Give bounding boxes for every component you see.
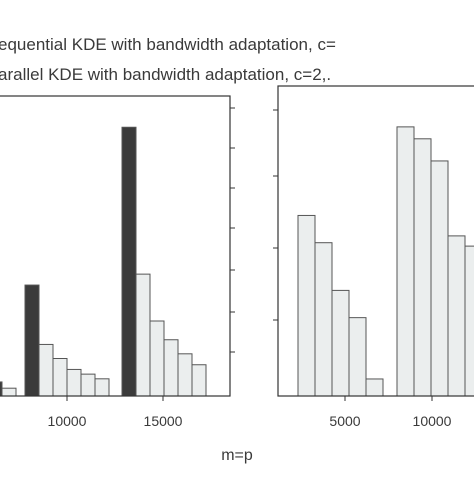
bar-parallel-p0-g1-b3 [66, 368, 82, 397]
bar-parallel-p0-g2-b1 [135, 273, 151, 397]
bar-parallel-p0-g1-b2 [52, 358, 68, 397]
panel-frame [277, 85, 474, 397]
bar-parallel-p1-g1-b1 [413, 138, 432, 397]
bar-parallel-p0-g2-b4 [177, 353, 193, 397]
bar-parallel-p0-g2-b3 [163, 339, 179, 397]
bar-parallel-p0-g1-b1 [38, 343, 54, 397]
x-tick-label: 10000 [413, 413, 452, 429]
bar-parallel-p0-g2-b2 [149, 320, 165, 397]
bar-sequential-p0-g2-b0 [121, 126, 137, 397]
right-panel: 5000 10000 [273, 85, 474, 429]
x-tick-label: 5000 [329, 413, 360, 429]
x-tick-label: 15000 [144, 413, 183, 429]
legend-entry-parallel: arallel KDE with bandwidth adaptation, c… [0, 65, 331, 84]
legend-entry-sequential: equential KDE with bandwidth adaptation,… [0, 35, 336, 54]
bar-parallel-p1-g0-b1 [314, 242, 333, 397]
bar-parallel-p1-g1-b2 [430, 160, 449, 397]
bar-parallel-p1-g0-b4 [365, 378, 384, 397]
panel-frame [0, 95, 231, 397]
bar-parallel-p0-g1-b5 [94, 378, 110, 397]
left-panel: 10000 15000 [0, 95, 235, 429]
bar-parallel-p0-g0-b1 [1, 387, 17, 397]
bar-parallel-p1-g0-b2 [331, 289, 350, 397]
bar-parallel-p1-g0-b0 [297, 214, 316, 397]
bar-parallel-p1-g1-b3 [447, 235, 466, 397]
bar-parallel-p0-g2-b5 [191, 364, 207, 397]
bar-sequential-p0-g1-b0 [24, 284, 40, 397]
x-tick-label: 10000 [48, 413, 87, 429]
x-axis-label: m=p [221, 447, 253, 464]
bar-parallel-p1-g0-b3 [348, 317, 367, 397]
bar-parallel-p0-g1-b4 [80, 373, 96, 397]
bar-parallel-p1-g1-b0 [396, 126, 415, 397]
bar-parallel-p1-g1-b4 [464, 245, 474, 397]
